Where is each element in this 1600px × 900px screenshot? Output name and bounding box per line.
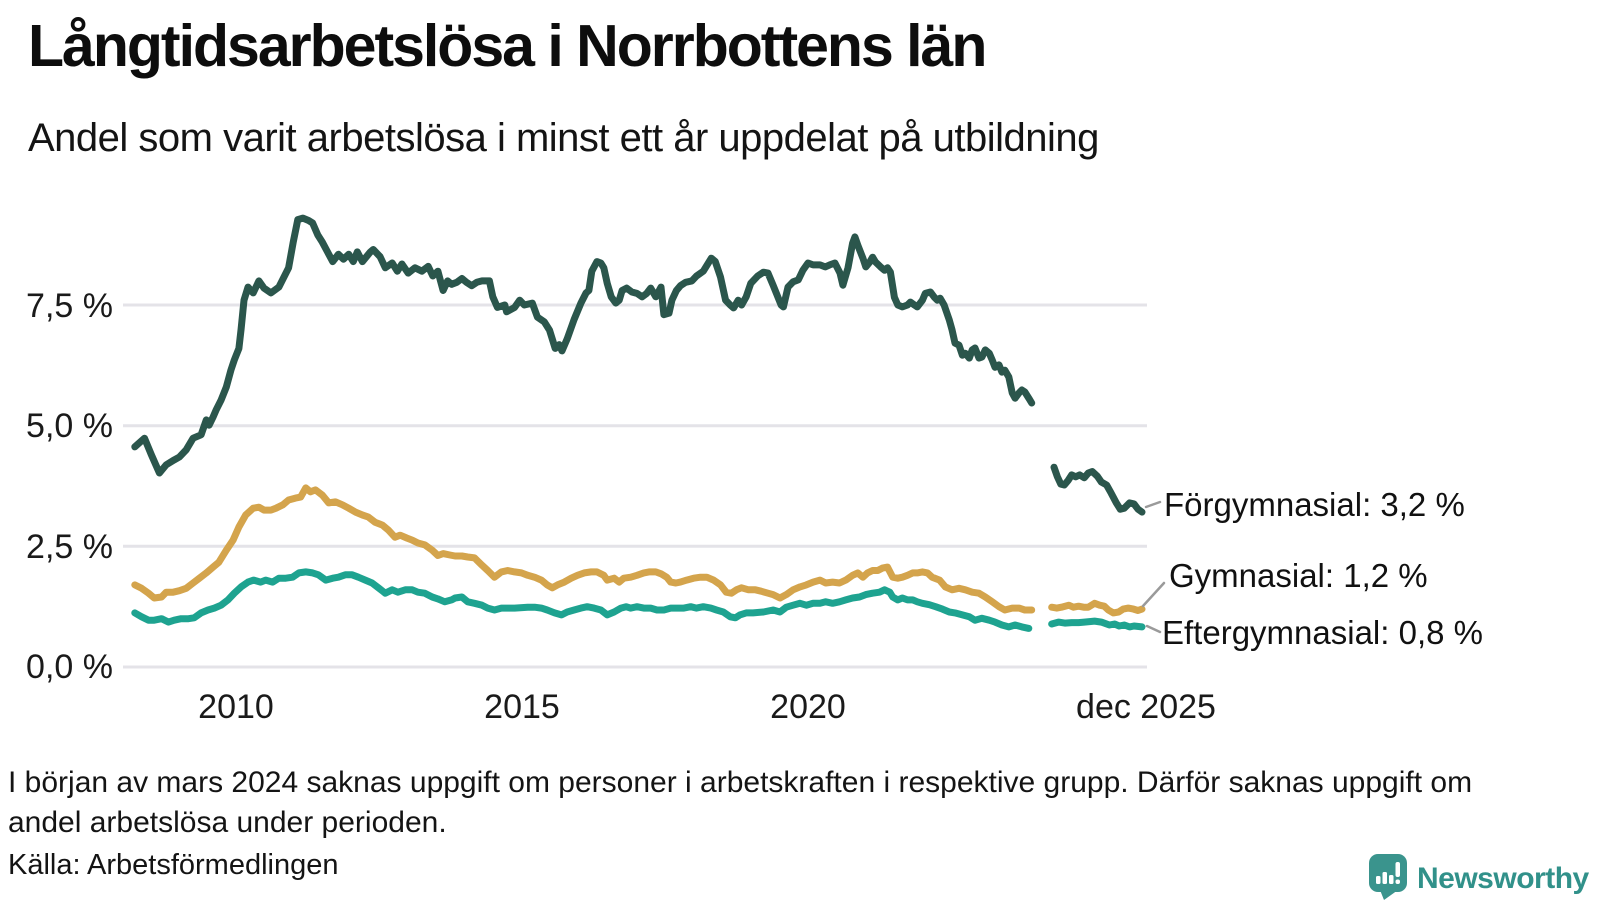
y-axis-tick-2-5: 2,5 % bbox=[26, 528, 113, 566]
newsworthy-pin-icon bbox=[1368, 853, 1408, 900]
chart-subtitle: Andel som varit arbetslösa i minst ett å… bbox=[28, 116, 1099, 160]
connector-gymnasial bbox=[1141, 581, 1166, 608]
y-axis-tick-0-0: 0,0 % bbox=[26, 648, 113, 686]
x-axis-tick-2020: 2020 bbox=[770, 688, 846, 726]
series-line-eftergymnasial bbox=[1048, 617, 1146, 631]
chart-series-lines bbox=[131, 214, 1146, 632]
source-credit: Källa: Arbetsförmedlingen bbox=[8, 849, 339, 881]
y-axis-tick-7-5: 7,5 % bbox=[26, 287, 113, 325]
series-label-gymnasial: Gymnasial: 1,2 % bbox=[1169, 557, 1428, 594]
connector-eftergymnasial bbox=[1145, 624, 1162, 634]
gridlines bbox=[123, 303, 1147, 669]
series-line-gymnasial bbox=[1048, 599, 1146, 617]
page-title: Långtidsarbetslösa i Norrbottens län bbox=[28, 13, 987, 79]
newsworthy-wordmark: Newsworthy bbox=[1417, 862, 1589, 895]
x-axis-tick-2010: 2010 bbox=[198, 688, 274, 726]
series-line-förgymnasial bbox=[1050, 463, 1146, 516]
legend-connector-lines bbox=[1141, 500, 1166, 634]
series-line-gymnasial bbox=[131, 484, 1036, 614]
connector-forgymnasial bbox=[1144, 500, 1162, 509]
series-label-forgymnasial: Förgymnasial: 3,2 % bbox=[1164, 486, 1465, 523]
newsworthy-logo: Newsworthy bbox=[1368, 853, 1589, 900]
series-label-eftergymnasial: Eftergymnasial: 0,8 % bbox=[1162, 614, 1483, 651]
series-line-eftergymnasial bbox=[131, 568, 1033, 632]
x-axis-tick-dec-2025: dec 2025 bbox=[1076, 688, 1216, 726]
series-line-förgymnasial bbox=[131, 214, 1036, 477]
x-axis-tick-2015: 2015 bbox=[484, 688, 560, 726]
y-axis-tick-5-0: 5,0 % bbox=[26, 407, 113, 445]
footnote: I början av mars 2024 saknas uppgift om … bbox=[8, 766, 1473, 839]
